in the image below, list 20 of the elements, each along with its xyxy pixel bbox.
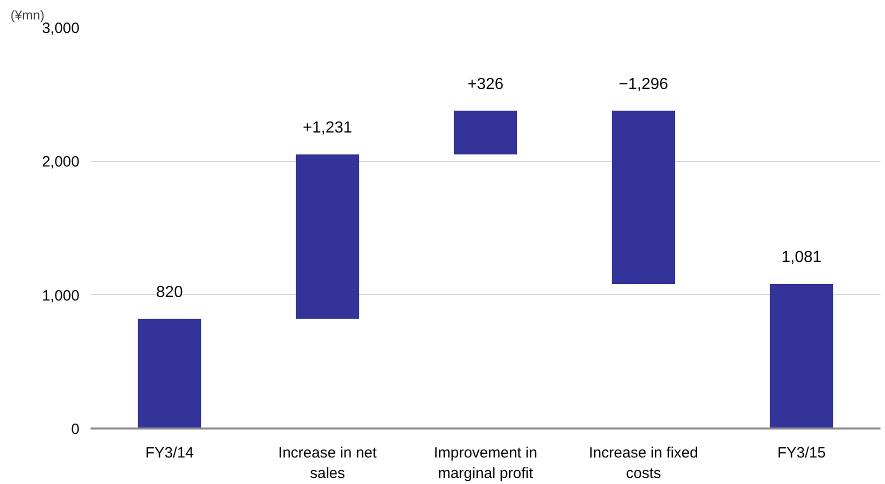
data-label: 1,081 — [781, 249, 822, 266]
y-tick-label: 2,000 — [42, 154, 80, 171]
bar — [770, 284, 834, 428]
data-label: 820 — [156, 284, 183, 301]
y-tick-label: 0 — [71, 421, 80, 438]
y-axis-title: (¥mn) — [10, 8, 44, 22]
x-tick-label: FY3/15 — [777, 444, 826, 462]
bar — [454, 110, 518, 154]
x-tick-label: Increase in fixed costs — [588, 444, 698, 482]
y-tick-label: 3,000 — [42, 20, 80, 37]
data-label: +1,231 — [302, 119, 352, 136]
bar — [612, 110, 676, 284]
x-tick-label: Improvement in marginal profit — [434, 444, 538, 482]
y-tick-label: 1,000 — [42, 287, 80, 304]
data-label: +326 — [467, 76, 504, 93]
x-tick-label: Increase in net sales — [278, 444, 378, 482]
bar — [296, 154, 360, 319]
data-label: −1,296 — [618, 76, 668, 93]
x-tick-label: FY3/14 — [145, 444, 194, 462]
bar — [138, 318, 202, 428]
